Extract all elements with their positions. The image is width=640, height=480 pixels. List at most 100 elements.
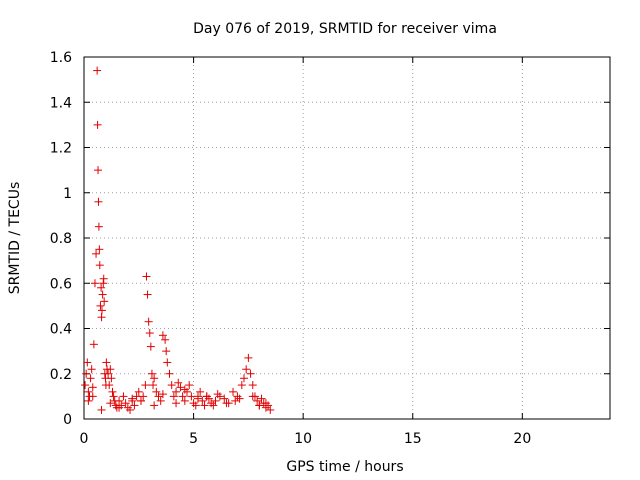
data-point: [139, 392, 148, 401]
data-point: [253, 396, 262, 405]
data-point: [167, 381, 176, 390]
data-point: [261, 399, 270, 408]
data-point: [94, 222, 103, 231]
y-tick-label: 0.4: [50, 322, 72, 338]
data-point: [264, 401, 273, 410]
data-point: [266, 405, 275, 414]
data-point: [255, 401, 264, 410]
data-point: [147, 369, 156, 378]
data-point: [200, 401, 209, 410]
data-point: [196, 387, 205, 396]
data-point: [237, 381, 246, 390]
data-point: [107, 374, 116, 383]
data-point: [88, 383, 97, 392]
data-point: [121, 399, 130, 408]
data-point: [126, 405, 135, 414]
data-point: [215, 392, 224, 401]
data-points: [81, 66, 275, 414]
data-point: [158, 331, 167, 340]
data-point: [222, 399, 231, 408]
data-point: [108, 387, 117, 396]
data-point: [134, 387, 143, 396]
data-point: [106, 399, 115, 408]
data-point: [95, 245, 104, 254]
data-point: [231, 396, 240, 405]
x-tick-label: 20: [513, 431, 531, 447]
data-point: [117, 401, 126, 410]
data-point: [220, 394, 229, 403]
data-point: [149, 381, 158, 390]
data-point: [191, 401, 200, 410]
data-point: [180, 385, 189, 394]
data-point: [207, 399, 216, 408]
data-point: [244, 353, 253, 362]
data-point: [100, 297, 109, 306]
data-point: [185, 381, 194, 390]
data-point: [119, 392, 128, 401]
data-point: [90, 279, 99, 288]
chart-title: Day 076 of 2019, SRMTID for receiver vim…: [193, 21, 497, 37]
data-point: [248, 381, 257, 390]
data-point: [165, 369, 174, 378]
data-point: [106, 365, 115, 374]
y-tick-label: 1.4: [50, 95, 72, 111]
data-point: [248, 392, 257, 401]
data-point: [183, 387, 192, 396]
x-axis-title: GPS time / hours: [286, 459, 403, 475]
data-point: [158, 390, 167, 399]
plot-frame: [83, 56, 611, 420]
data-point: [81, 381, 90, 390]
data-point: [123, 403, 132, 412]
x-tick-label: 15: [404, 431, 422, 447]
data-point: [86, 374, 95, 383]
data-point: [95, 261, 104, 270]
x-tick-label: 5: [189, 431, 198, 447]
data-point: [180, 396, 189, 405]
data-point: [142, 272, 151, 281]
data-point: [93, 66, 102, 75]
data-point: [162, 347, 171, 356]
data-point: [145, 329, 154, 338]
data-point: [189, 399, 198, 408]
data-point: [102, 358, 111, 367]
data-point: [115, 403, 124, 412]
x-tick-label: 10: [294, 431, 312, 447]
tick-labels: 0 5 10 15 20 0 0.2 0.4 0.6 0.8 1 1.2 1.4 1.6: [50, 50, 532, 447]
x-tick-label: 0: [80, 431, 89, 447]
data-point: [161, 335, 170, 344]
data-point: [257, 394, 266, 403]
data-point: [229, 387, 238, 396]
data-point: [128, 394, 137, 403]
y-tick-label: 0: [63, 412, 72, 428]
data-point: [150, 374, 159, 383]
data-point: [178, 392, 187, 401]
data-point: [141, 381, 150, 390]
data-point: [96, 301, 105, 310]
data-point: [176, 383, 185, 392]
data-point: [98, 290, 107, 299]
y-tick-label: 1.6: [50, 50, 72, 66]
data-point: [213, 390, 222, 399]
data-point: [233, 392, 242, 401]
data-point: [169, 392, 178, 401]
y-axis-title: SRMTID / TECUs: [7, 182, 23, 295]
data-point: [136, 396, 145, 405]
data-point: [152, 387, 161, 396]
data-point: [235, 394, 244, 403]
grid: [84, 57, 610, 419]
data-point: [115, 396, 124, 405]
data-point: [172, 399, 181, 408]
data-point: [97, 405, 106, 414]
data-point: [104, 369, 113, 378]
data-point: [202, 392, 211, 401]
data-point: [198, 396, 207, 405]
data-point: [82, 369, 91, 378]
data-point: [88, 392, 97, 401]
data-point: [99, 274, 108, 283]
data-point: [84, 396, 93, 405]
data-point: [193, 394, 202, 403]
data-point: [174, 378, 183, 387]
data-point: [105, 381, 114, 390]
data-point: [130, 401, 139, 410]
